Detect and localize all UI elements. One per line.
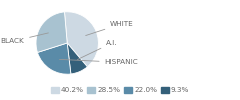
Text: BLACK: BLACK <box>0 33 48 44</box>
Wedge shape <box>36 12 67 52</box>
Legend: 40.2%, 28.5%, 22.0%, 9.3%: 40.2%, 28.5%, 22.0%, 9.3% <box>48 84 192 96</box>
Wedge shape <box>67 43 87 74</box>
Wedge shape <box>65 12 98 67</box>
Text: WHITE: WHITE <box>86 21 134 36</box>
Wedge shape <box>37 43 71 74</box>
Text: A.I.: A.I. <box>78 40 118 60</box>
Text: HISPANIC: HISPANIC <box>60 59 138 65</box>
